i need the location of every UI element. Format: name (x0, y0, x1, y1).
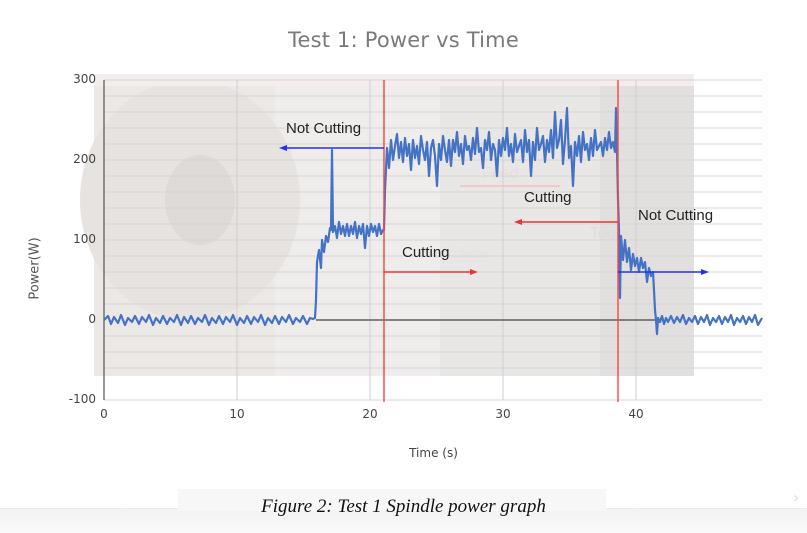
grid-vertical (236, 80, 637, 400)
grid-horizontal (104, 79, 762, 401)
y-tick-300: 300 (73, 72, 96, 86)
annotation-arrows (279, 145, 709, 275)
annotation-not-cutting-right: Not Cutting (638, 207, 714, 224)
arrow-right-icon (470, 269, 478, 275)
bg-label-workpiece: Workpiece (418, 245, 489, 262)
annotation-not-cutting-left: Not Cutting (286, 120, 362, 137)
annotation-cutting-right: Cutting (524, 189, 572, 206)
arrow-left-icon (514, 219, 522, 225)
chart-title: Test 1: Power vs Time (288, 28, 519, 52)
x-axis-label: Time (s) (409, 446, 458, 460)
x-tick-40: 40 (628, 407, 644, 421)
x-tick-0: 0 (100, 407, 108, 421)
y-tick-minus-100: -100 (68, 392, 96, 406)
next-chevron-icon[interactable]: › (793, 488, 800, 507)
caption-background (178, 489, 606, 511)
y-tick-100: 100 (73, 232, 96, 246)
x-tick-20: 20 (362, 407, 378, 421)
arrow-left-icon (279, 145, 287, 151)
arrow-right-icon (701, 269, 709, 275)
figure-caption: Figure 2: Test 1 Spindle power graph (261, 496, 546, 517)
x-tick-10: 10 (229, 407, 245, 421)
background-photo: Feed Workpiece Tool (80, 74, 694, 376)
y-axis-label: Power(W) (27, 237, 43, 300)
x-tick-30: 30 (495, 407, 511, 421)
y-tick-200: 200 (73, 152, 96, 166)
bg-label-feed: Feed (482, 165, 518, 182)
bg-label-tool: Tool (590, 225, 619, 242)
power-series (103, 106, 763, 336)
annotation-cutting-left: Cutting (402, 244, 450, 261)
y-tick-0: 0 (88, 312, 96, 326)
